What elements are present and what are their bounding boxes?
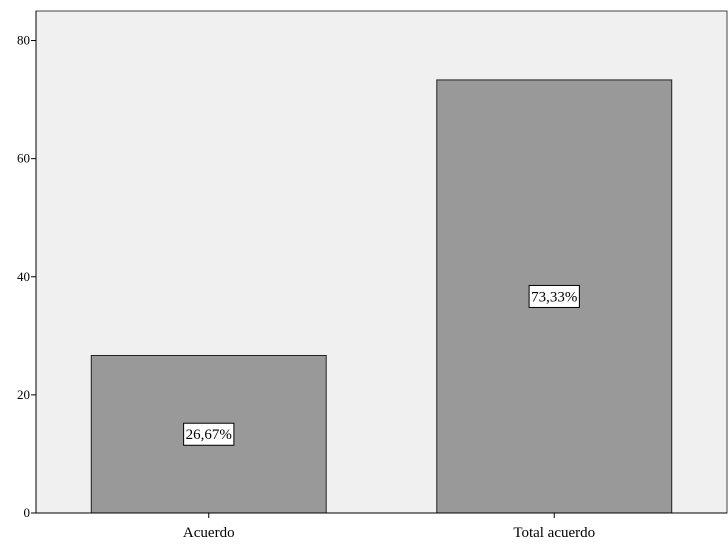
y-tick-label: 20 xyxy=(17,387,30,402)
x-axis: Acuerdo Total acuerdo xyxy=(183,513,595,541)
y-tick-label: 0 xyxy=(24,505,31,520)
x-tick-label: Acuerdo xyxy=(183,525,235,541)
y-tick-label: 60 xyxy=(17,151,30,166)
x-tick-label: Total acuerdo xyxy=(513,525,595,541)
data-label: 26,67% xyxy=(183,422,235,446)
y-tick-label: 80 xyxy=(17,33,30,48)
y-axis: 0 20 40 60 80 xyxy=(17,11,727,520)
data-label-box xyxy=(528,284,580,308)
data-label-text: 73,33% xyxy=(531,289,577,305)
data-label-text: 26,67% xyxy=(186,427,232,443)
y-tick-label: 40 xyxy=(17,269,30,284)
data-labels: 26,67% 73,33% xyxy=(183,284,580,446)
data-label: 73,33% xyxy=(528,284,580,308)
data-label-box xyxy=(183,422,235,446)
